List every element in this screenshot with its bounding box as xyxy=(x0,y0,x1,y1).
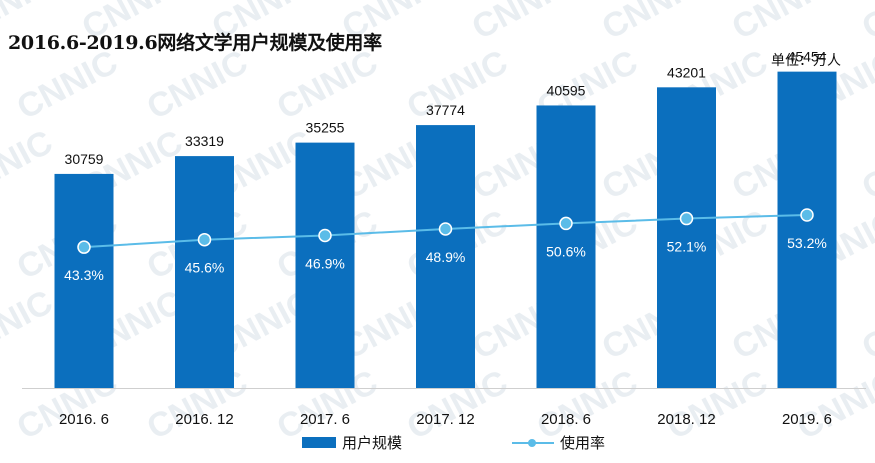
legend-item-usage-rate: 使用率 xyxy=(512,432,605,453)
bar-value-label: 30759 xyxy=(65,151,104,167)
bar xyxy=(54,173,114,388)
bar-value-label: 37774 xyxy=(426,102,465,118)
usage-rate-label: 53.2% xyxy=(787,235,827,251)
usage-rate-point xyxy=(438,222,453,236)
usage-rate-label: 43.3% xyxy=(64,267,104,283)
x-tick-label: 2016. 12 xyxy=(175,411,233,428)
usage-rate-label: 52.1% xyxy=(667,239,707,255)
usage-rate-point xyxy=(77,240,91,254)
legend-line-swatch xyxy=(512,437,554,449)
bar-value-label: 40595 xyxy=(547,82,586,98)
usage-rate-label: 45.6% xyxy=(185,260,225,276)
chart-title: 2016.6-2019.6网络文学用户规模及使用率 xyxy=(8,32,382,54)
x-tick-label: 2017. 12 xyxy=(416,411,474,428)
usage-rate-point xyxy=(679,211,694,226)
bar-value-label: 43201 xyxy=(667,64,706,80)
unit-label: 单位：万人 xyxy=(771,53,841,69)
bar-value-label: 45454 xyxy=(788,49,827,65)
bar xyxy=(536,105,596,388)
x-tick-label: 2016. 6 xyxy=(59,411,109,428)
legend-label-usage-rate: 使用率 xyxy=(560,434,606,452)
usage-rate-label: 48.9% xyxy=(426,249,466,265)
x-tick-label: 2019. 6 xyxy=(782,411,832,428)
usage-rate-point xyxy=(559,216,573,231)
bar xyxy=(175,156,234,388)
bar-value-label: 33319 xyxy=(185,133,224,149)
bar xyxy=(777,71,837,388)
x-tick-label: 2018. 12 xyxy=(657,411,715,428)
legend: 用户规模 使用率 xyxy=(0,432,875,456)
legend-bar-swatch xyxy=(302,437,336,448)
usage-rate-point xyxy=(318,228,332,243)
bar xyxy=(295,142,355,388)
usage-rate-point xyxy=(197,232,212,247)
bar xyxy=(416,125,475,388)
legend-label-user-scale: 用户规模 xyxy=(342,434,403,452)
bar-value-label: 35255 xyxy=(306,120,345,136)
x-tick-label: 2017. 6 xyxy=(300,411,350,428)
bar xyxy=(657,87,716,388)
usage-rate-label: 50.6% xyxy=(546,243,586,259)
legend-item-user-scale: 用户规模 xyxy=(302,432,402,453)
x-tick-label: 2018. 6 xyxy=(541,411,591,428)
usage-rate-label: 46.9% xyxy=(305,255,345,271)
usage-rate-point xyxy=(800,208,814,222)
